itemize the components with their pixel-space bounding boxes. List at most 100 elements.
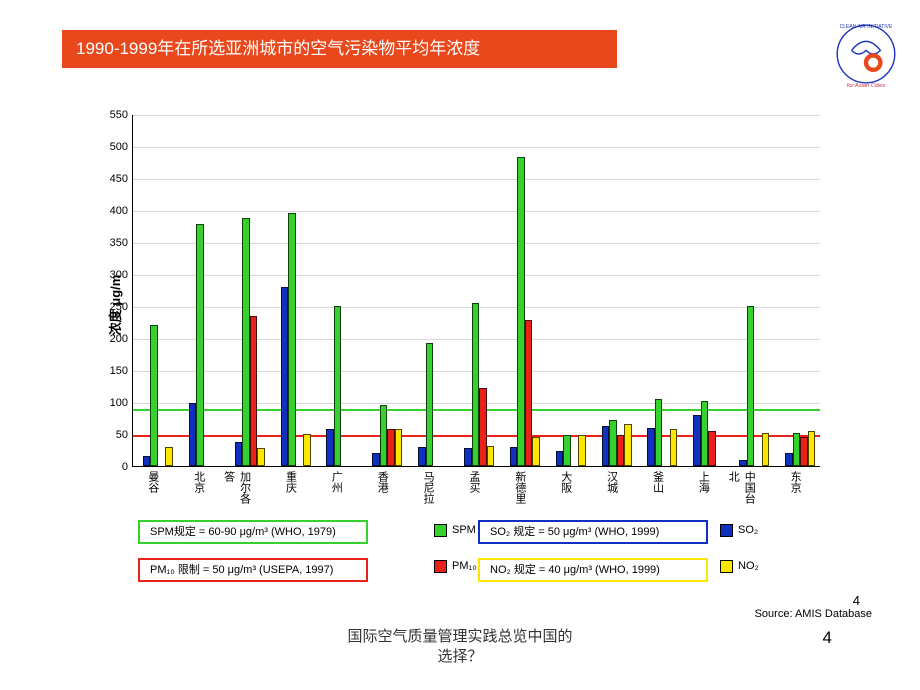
gridline (133, 243, 820, 244)
bar-SPM (655, 399, 663, 466)
bar-NO2 (165, 447, 173, 466)
legend-swatch (720, 524, 733, 537)
clean-air-initiative-logo: CLEAN AIR INITIATIVE for Asian Cities (830, 18, 902, 90)
legend-box: PM₁₀ 限制 = 50 μg/m³ (USEPA, 1997) (138, 558, 368, 582)
inline-slide-number: 4 (853, 593, 860, 608)
x-tick-label: 新德里 (516, 471, 528, 504)
legend-swatch-label: PM₁₀ (452, 560, 477, 572)
bar-PM10 (387, 429, 395, 466)
legend-swatch (720, 560, 733, 573)
gridline (133, 211, 820, 212)
bar-NO2 (487, 446, 495, 466)
x-tick-label: 重庆 (287, 471, 299, 493)
bar-chart: 浓度 μg/m 05010015020025030035040045050055… (78, 105, 828, 505)
svg-text:for Asian Cities: for Asian Cities (847, 83, 886, 89)
y-tick-label: 250 (78, 301, 128, 313)
bar-NO2 (762, 433, 770, 466)
bar-NO2 (578, 435, 586, 466)
bar-SO2 (235, 442, 243, 466)
y-tick-label: 550 (78, 109, 128, 121)
bar-SO2 (693, 415, 701, 466)
bar-SPM (747, 306, 755, 466)
bar-SO2 (556, 451, 564, 466)
bar-SPM (334, 306, 342, 466)
bar-SO2 (647, 428, 655, 466)
bar-PM10 (479, 388, 487, 466)
x-tick-label: 孟买 (470, 471, 482, 493)
x-tick-label: 广州 (332, 471, 344, 493)
bar-NO2 (257, 448, 265, 466)
legend-box: NO₂ 规定 = 40 μg/m³ (WHO, 1999) (478, 558, 708, 582)
footer-line-1: 国际空气质量管理实践总览中国的 (0, 625, 920, 646)
bar-SPM (426, 343, 434, 466)
x-tick-label: 加尔各答 (241, 471, 253, 505)
x-tick-label: 上海 (699, 471, 711, 493)
bar-SO2 (739, 460, 747, 466)
legend-box: SPM规定 = 60-90 μg/m³ (WHO, 1979) (138, 520, 368, 544)
x-tick-label: 大阪 (562, 471, 574, 493)
y-tick-label: 100 (78, 397, 128, 409)
legend-box: SO₂ 规定 = 50 μg/m³ (WHO, 1999) (478, 520, 708, 544)
bar-SO2 (326, 429, 334, 466)
source-text: Source: AMIS Database (755, 608, 872, 620)
y-tick-label: 500 (78, 141, 128, 153)
y-tick-label: 50 (78, 429, 128, 441)
x-tick-label: 曼谷 (149, 471, 161, 493)
bar-SO2 (510, 447, 518, 466)
bar-PM10 (525, 320, 533, 466)
page-number: 4 (823, 628, 832, 648)
legend-swatch-label: SO₂ (738, 524, 758, 536)
legend: SPM规定 = 60-90 μg/m³ (WHO, 1979) PM₁₀ 限制 =… (138, 520, 788, 600)
bar-NO2 (395, 429, 403, 466)
y-tick-label: 150 (78, 365, 128, 377)
x-tick-label: 北京 (195, 471, 207, 493)
y-tick-label: 0 (78, 461, 128, 473)
gridline (133, 115, 820, 116)
bar-PM10 (800, 437, 808, 466)
footer-line-2: 选择？ (0, 645, 920, 666)
gridline (133, 275, 820, 276)
title-text: 1990-1999年在所选亚洲城市的空气污染物平均年浓度 (76, 39, 480, 58)
bar-NO2 (624, 424, 632, 466)
bar-PM10 (708, 431, 716, 466)
bar-SPM (472, 303, 480, 466)
svg-text:CLEAN AIR INITIATIVE: CLEAN AIR INITIATIVE (840, 24, 893, 30)
bar-SPM (701, 401, 709, 466)
bar-SPM (150, 325, 158, 466)
bar-NO2 (670, 429, 678, 466)
bar-SO2 (281, 287, 289, 466)
title-bar: 1990-1999年在所选亚洲城市的空气污染物平均年浓度 (62, 30, 617, 68)
gridline (133, 179, 820, 180)
bar-SO2 (143, 456, 151, 466)
bar-SPM (380, 405, 388, 466)
bar-SO2 (785, 453, 793, 466)
bar-SO2 (464, 448, 472, 466)
x-tick-label: 香港 (378, 471, 390, 493)
y-tick-label: 400 (78, 205, 128, 217)
x-tick-label: 马尼拉 (424, 471, 436, 504)
y-tick-label: 200 (78, 333, 128, 345)
y-tick-label: 350 (78, 237, 128, 249)
bar-SPM (563, 435, 571, 466)
bar-PM10 (617, 435, 625, 466)
legend-swatch (434, 560, 447, 573)
bar-SO2 (418, 447, 426, 466)
bar-SPM (242, 218, 250, 466)
bar-SO2 (602, 426, 610, 466)
bar-SPM (609, 420, 617, 466)
bar-SPM (793, 433, 801, 466)
bar-SPM (288, 213, 296, 466)
gridline (133, 147, 820, 148)
x-tick-label: 釜山 (653, 471, 665, 493)
y-tick-label: 450 (78, 173, 128, 185)
x-tick-label: 东京 (791, 471, 803, 493)
legend-swatch-label: SPM (452, 524, 476, 536)
bar-SPM (196, 224, 204, 466)
x-tick-label: 中国台北 (745, 471, 757, 505)
bar-PM10 (250, 316, 258, 466)
bar-SPM (517, 157, 525, 466)
bar-NO2 (532, 437, 540, 466)
bar-SO2 (189, 403, 197, 466)
plot-area (132, 115, 820, 467)
bar-NO2 (808, 431, 816, 466)
